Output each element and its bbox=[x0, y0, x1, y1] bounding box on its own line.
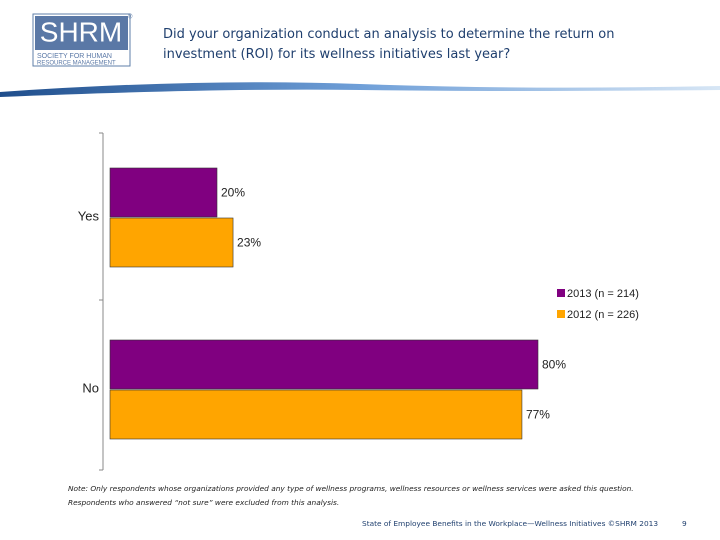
legend-swatch bbox=[557, 289, 565, 297]
header-band bbox=[0, 82, 720, 97]
logo-registered: ® bbox=[128, 14, 133, 21]
category-label: No bbox=[82, 380, 99, 395]
bar bbox=[109, 389, 523, 440]
legend-swatch bbox=[557, 310, 565, 318]
note: Note: Only respondents whose organizatio… bbox=[68, 484, 634, 507]
logo-line: RESOURCE MANAGEMENT bbox=[37, 61, 116, 67]
data-label: 80% bbox=[542, 358, 566, 372]
bar bbox=[109, 217, 234, 268]
data-label: 23% bbox=[237, 236, 261, 250]
bar bbox=[109, 339, 539, 390]
page-number: 9 bbox=[682, 519, 687, 528]
footer: State of Employee Benefits in the Workpl… bbox=[362, 519, 659, 528]
slide-title: Did your organization conduct an analysi… bbox=[163, 27, 615, 62]
category-label: Yes bbox=[78, 208, 100, 223]
bar bbox=[109, 167, 218, 218]
logo-mark: SHRM bbox=[40, 16, 122, 47]
logo: SHRM ® SOCIETY FOR HUMAN RESOURCE MANAGE… bbox=[32, 13, 133, 67]
legend-label: 2012 (n = 226) bbox=[567, 309, 639, 321]
legend-label: 2013 (n = 214) bbox=[567, 288, 639, 300]
logo-line: SOCIETY FOR HUMAN bbox=[37, 53, 112, 60]
data-label: 77% bbox=[526, 408, 550, 422]
logo-box bbox=[35, 16, 128, 50]
data-label: 20% bbox=[221, 186, 245, 200]
